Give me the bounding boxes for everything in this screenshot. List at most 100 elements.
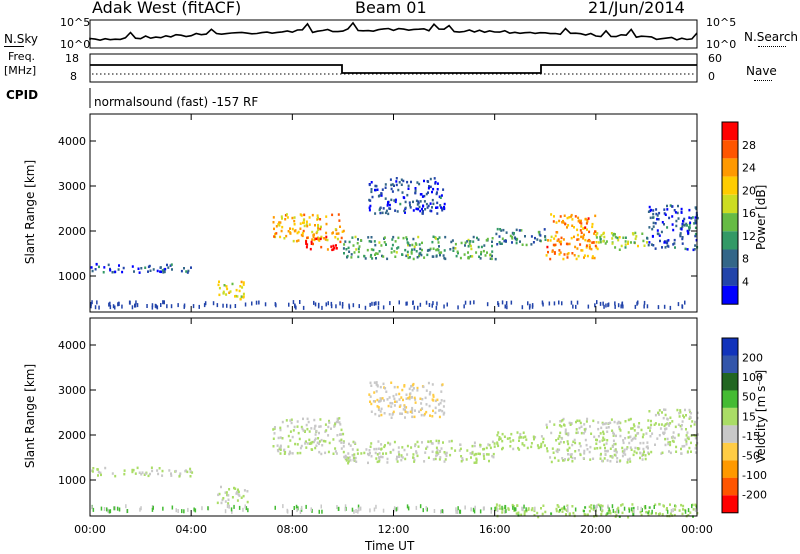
heatmap-cell	[567, 252, 570, 255]
heatmap-cell	[407, 243, 409, 247]
heatmap-cell	[335, 452, 338, 455]
heatmap-cell	[344, 504, 347, 509]
heatmap-cell	[427, 440, 430, 443]
heatmap-cell	[137, 267, 140, 270]
heatmap-cell	[442, 413, 445, 416]
heatmap-cell	[696, 216, 699, 220]
heatmap-cell	[404, 248, 407, 252]
heatmap-cell	[118, 301, 120, 306]
heatmap-cell	[292, 239, 295, 243]
heatmap-cell	[370, 253, 373, 257]
heatmap-cell	[475, 461, 478, 464]
heatmap-cell	[469, 300, 472, 305]
heatmap-cell	[275, 232, 278, 235]
heatmap-cell	[469, 244, 472, 248]
heatmap-cell	[289, 451, 292, 455]
heatmap-cell	[395, 251, 398, 254]
heatmap-cell	[358, 245, 361, 248]
heatmap-cell	[636, 447, 639, 450]
heatmap-cell	[392, 235, 395, 239]
heatmap-cell	[317, 226, 320, 230]
heatmap-cell	[497, 301, 499, 306]
heatmap-cell	[338, 439, 341, 443]
heatmap-cell	[565, 432, 568, 436]
heatmap-cell	[378, 400, 380, 403]
heatmap-cell	[406, 180, 409, 184]
heatmap-cell	[401, 412, 403, 415]
heatmap-cell	[297, 239, 300, 242]
heatmap-cell	[654, 222, 657, 225]
heatmap-cell	[338, 421, 341, 424]
heatmap-cell	[426, 180, 429, 183]
heatmap-cell	[351, 236, 354, 239]
heatmap-cell	[363, 255, 366, 258]
heatmap-cell	[455, 507, 457, 512]
heatmap-cell	[375, 252, 378, 255]
heatmap-cell	[286, 216, 289, 219]
heatmap-cell	[320, 245, 323, 249]
heatmap-cell	[111, 271, 114, 274]
heatmap-cell	[189, 475, 192, 478]
heatmap-cell	[624, 243, 627, 246]
heatmap-cell	[383, 412, 386, 415]
heatmap-cell	[436, 248, 439, 251]
heatmap-cell	[409, 392, 412, 395]
heatmap-cell	[597, 435, 600, 438]
heatmap-cell	[487, 453, 490, 456]
power-colorbar-title: Power [dB]	[754, 184, 768, 250]
heatmap-cell	[488, 443, 491, 447]
heatmap-cell	[613, 432, 615, 436]
heatmap-cell	[255, 300, 258, 305]
heatmap-cell	[117, 302, 119, 307]
heatmap-cell	[552, 220, 555, 223]
heatmap-cell	[611, 455, 613, 458]
heatmap-cell	[306, 236, 309, 240]
heatmap-cell	[593, 232, 596, 235]
heatmap-cell	[237, 493, 240, 496]
heatmap-cell	[114, 270, 117, 274]
heatmap-cell	[417, 305, 419, 310]
heatmap-cell	[509, 445, 512, 448]
heatmap-cell	[397, 246, 400, 249]
heatmap-cell	[657, 305, 660, 310]
heatmap-cell	[583, 233, 585, 237]
heatmap-cell	[580, 225, 583, 228]
heatmap-cell	[390, 251, 393, 254]
heatmap-cell	[672, 228, 675, 232]
heatmap-cell	[378, 460, 381, 463]
heatmap-cell	[588, 505, 591, 509]
heatmap-cell	[436, 238, 439, 241]
heatmap-cell	[194, 508, 197, 513]
heatmap-cell	[432, 202, 435, 206]
heatmap-cell	[617, 420, 620, 424]
heatmap-cell	[499, 242, 502, 245]
heatmap-cell	[275, 225, 278, 228]
heatmap-cell	[379, 410, 382, 413]
heatmap-cell	[342, 432, 345, 436]
heatmap-cell	[348, 250, 351, 253]
heatmap-cell	[193, 507, 195, 512]
heatmap-cell	[669, 305, 672, 310]
heatmap-cell	[610, 232, 613, 235]
heatmap-cell	[503, 239, 506, 243]
heatmap-cell	[596, 300, 598, 305]
heatmap-cell	[671, 215, 674, 218]
heatmap-cell	[570, 236, 573, 240]
heatmap-cell	[417, 201, 420, 205]
heatmap-cell	[344, 454, 347, 458]
heatmap-cell	[590, 504, 593, 507]
heatmap-cell	[695, 207, 698, 211]
heatmap-cell	[651, 227, 654, 231]
heatmap-cell	[603, 457, 606, 460]
heatmap-cell	[621, 511, 624, 515]
heatmap-cell	[504, 504, 506, 509]
heatmap-cell	[494, 257, 497, 261]
heatmap-cell	[646, 441, 649, 444]
x-tick-label: 00:00	[681, 523, 713, 536]
heatmap-cell	[498, 438, 501, 441]
heatmap-cell	[693, 423, 696, 426]
heatmap-cell	[621, 503, 624, 506]
heatmap-cell	[666, 418, 669, 421]
heatmap-cell	[201, 506, 203, 511]
heatmap-cell	[293, 506, 295, 510]
